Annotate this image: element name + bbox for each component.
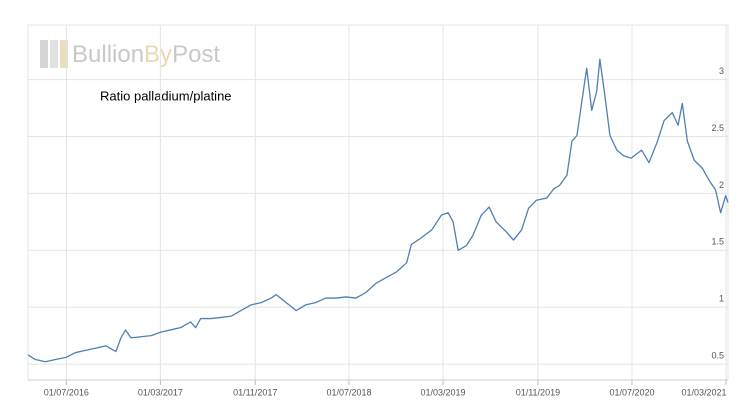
- logo-part: Bullion: [72, 41, 144, 68]
- plot-area: [27, 24, 729, 381]
- y-tick-label: 2: [719, 180, 724, 190]
- logo: BullionByPost: [72, 41, 220, 68]
- x-tick-label: 01/03/2021: [681, 387, 726, 397]
- x-tick-label: 01/03/2019: [421, 387, 466, 397]
- logo-part: Post: [172, 41, 220, 68]
- y-tick-label: 0.5: [711, 350, 724, 360]
- y-tick-label: 3: [719, 66, 724, 76]
- chart-title: Ratio palladium/platine: [100, 88, 232, 103]
- x-tick-label: 01/07/2018: [326, 387, 371, 397]
- y-tick-label: 1: [719, 294, 724, 304]
- x-tick-label: 01/07/2016: [44, 387, 89, 397]
- y-tick-label: 1.5: [711, 237, 724, 247]
- x-tick-label: 01/03/2017: [138, 387, 183, 397]
- y-tick-label: 2.5: [711, 123, 724, 133]
- logo-icon: [40, 40, 68, 68]
- x-tick-label: 01/07/2020: [609, 387, 654, 397]
- logo-part: By: [144, 41, 172, 68]
- data-line: [27, 58, 729, 363]
- x-tick-label: 01/11/2019: [516, 387, 560, 397]
- x-tick-label: 01/11/2017: [233, 387, 277, 397]
